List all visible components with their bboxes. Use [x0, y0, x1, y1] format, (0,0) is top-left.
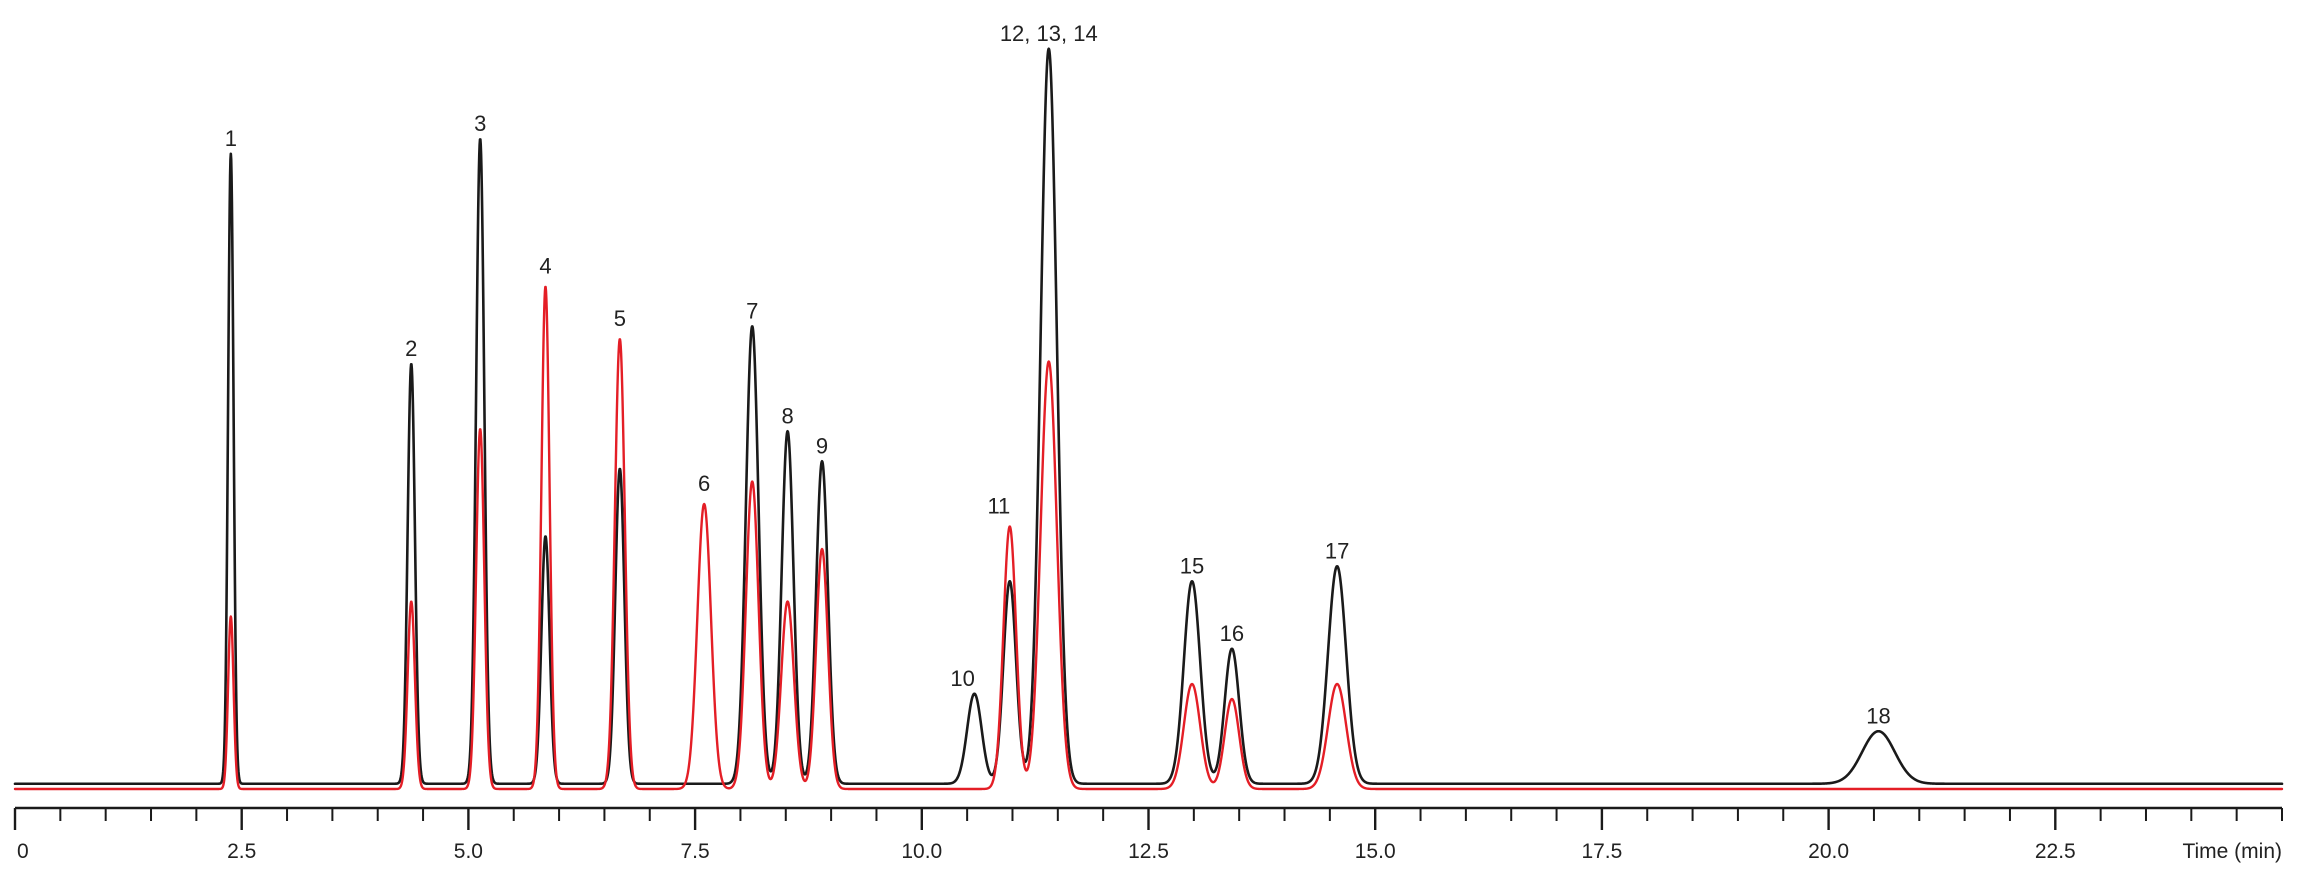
peak-label-18: 18: [1866, 704, 1890, 729]
x-tick-label: 7.5: [680, 840, 709, 863]
x-tick-label: 0: [17, 840, 29, 863]
peak-label-8: 8: [781, 404, 793, 429]
peak-label-11: 11: [987, 494, 1010, 519]
peak-label-12-13-14: 12, 13, 14: [1000, 21, 1098, 46]
peak-label-10: 10: [950, 666, 974, 691]
peak-label-3: 3: [474, 111, 486, 136]
peak-label-1: 1: [225, 126, 237, 151]
peak-label-6: 6: [698, 471, 710, 496]
x-tick-label: 12.5: [1128, 840, 1169, 863]
x-axis: 0 2.5 5.0 7.5 10.0 12.5 15.0 17.5 20.0 22.5 Time (…: [13, 806, 2283, 863]
peak-label-17: 17: [1325, 539, 1349, 564]
peak-label-4: 4: [539, 254, 551, 279]
x-tick-label: 17.5: [1581, 840, 1622, 863]
x-tick-label: 2.5: [227, 840, 256, 863]
peak-labels: 1 2 3 4 5 6 7 89 10 11 12, 13, 14 15 16 17 18: [225, 21, 1891, 729]
peak-label-15: 15: [1180, 554, 1204, 579]
peak-label-16: 16: [1220, 621, 1244, 646]
trace-series-2: [13, 285, 2284, 791]
x-tick-label: 5.0: [454, 840, 483, 863]
peak-label-5: 5: [614, 306, 626, 331]
peak-label-7: 7: [746, 299, 758, 324]
x-tick-label: 15.0: [1355, 840, 1396, 863]
peak-label-9: 9: [816, 434, 828, 459]
x-tick-label: 22.5: [2035, 840, 2076, 863]
traces-layer: [13, 47, 2284, 791]
trace-series-1: [13, 47, 2284, 786]
x-axis-title: Time (min): [2182, 840, 2282, 863]
x-tick-label: 10.0: [901, 840, 942, 863]
peak-label-2: 2: [405, 336, 417, 361]
x-tick-label: 20.0: [1808, 840, 1849, 863]
